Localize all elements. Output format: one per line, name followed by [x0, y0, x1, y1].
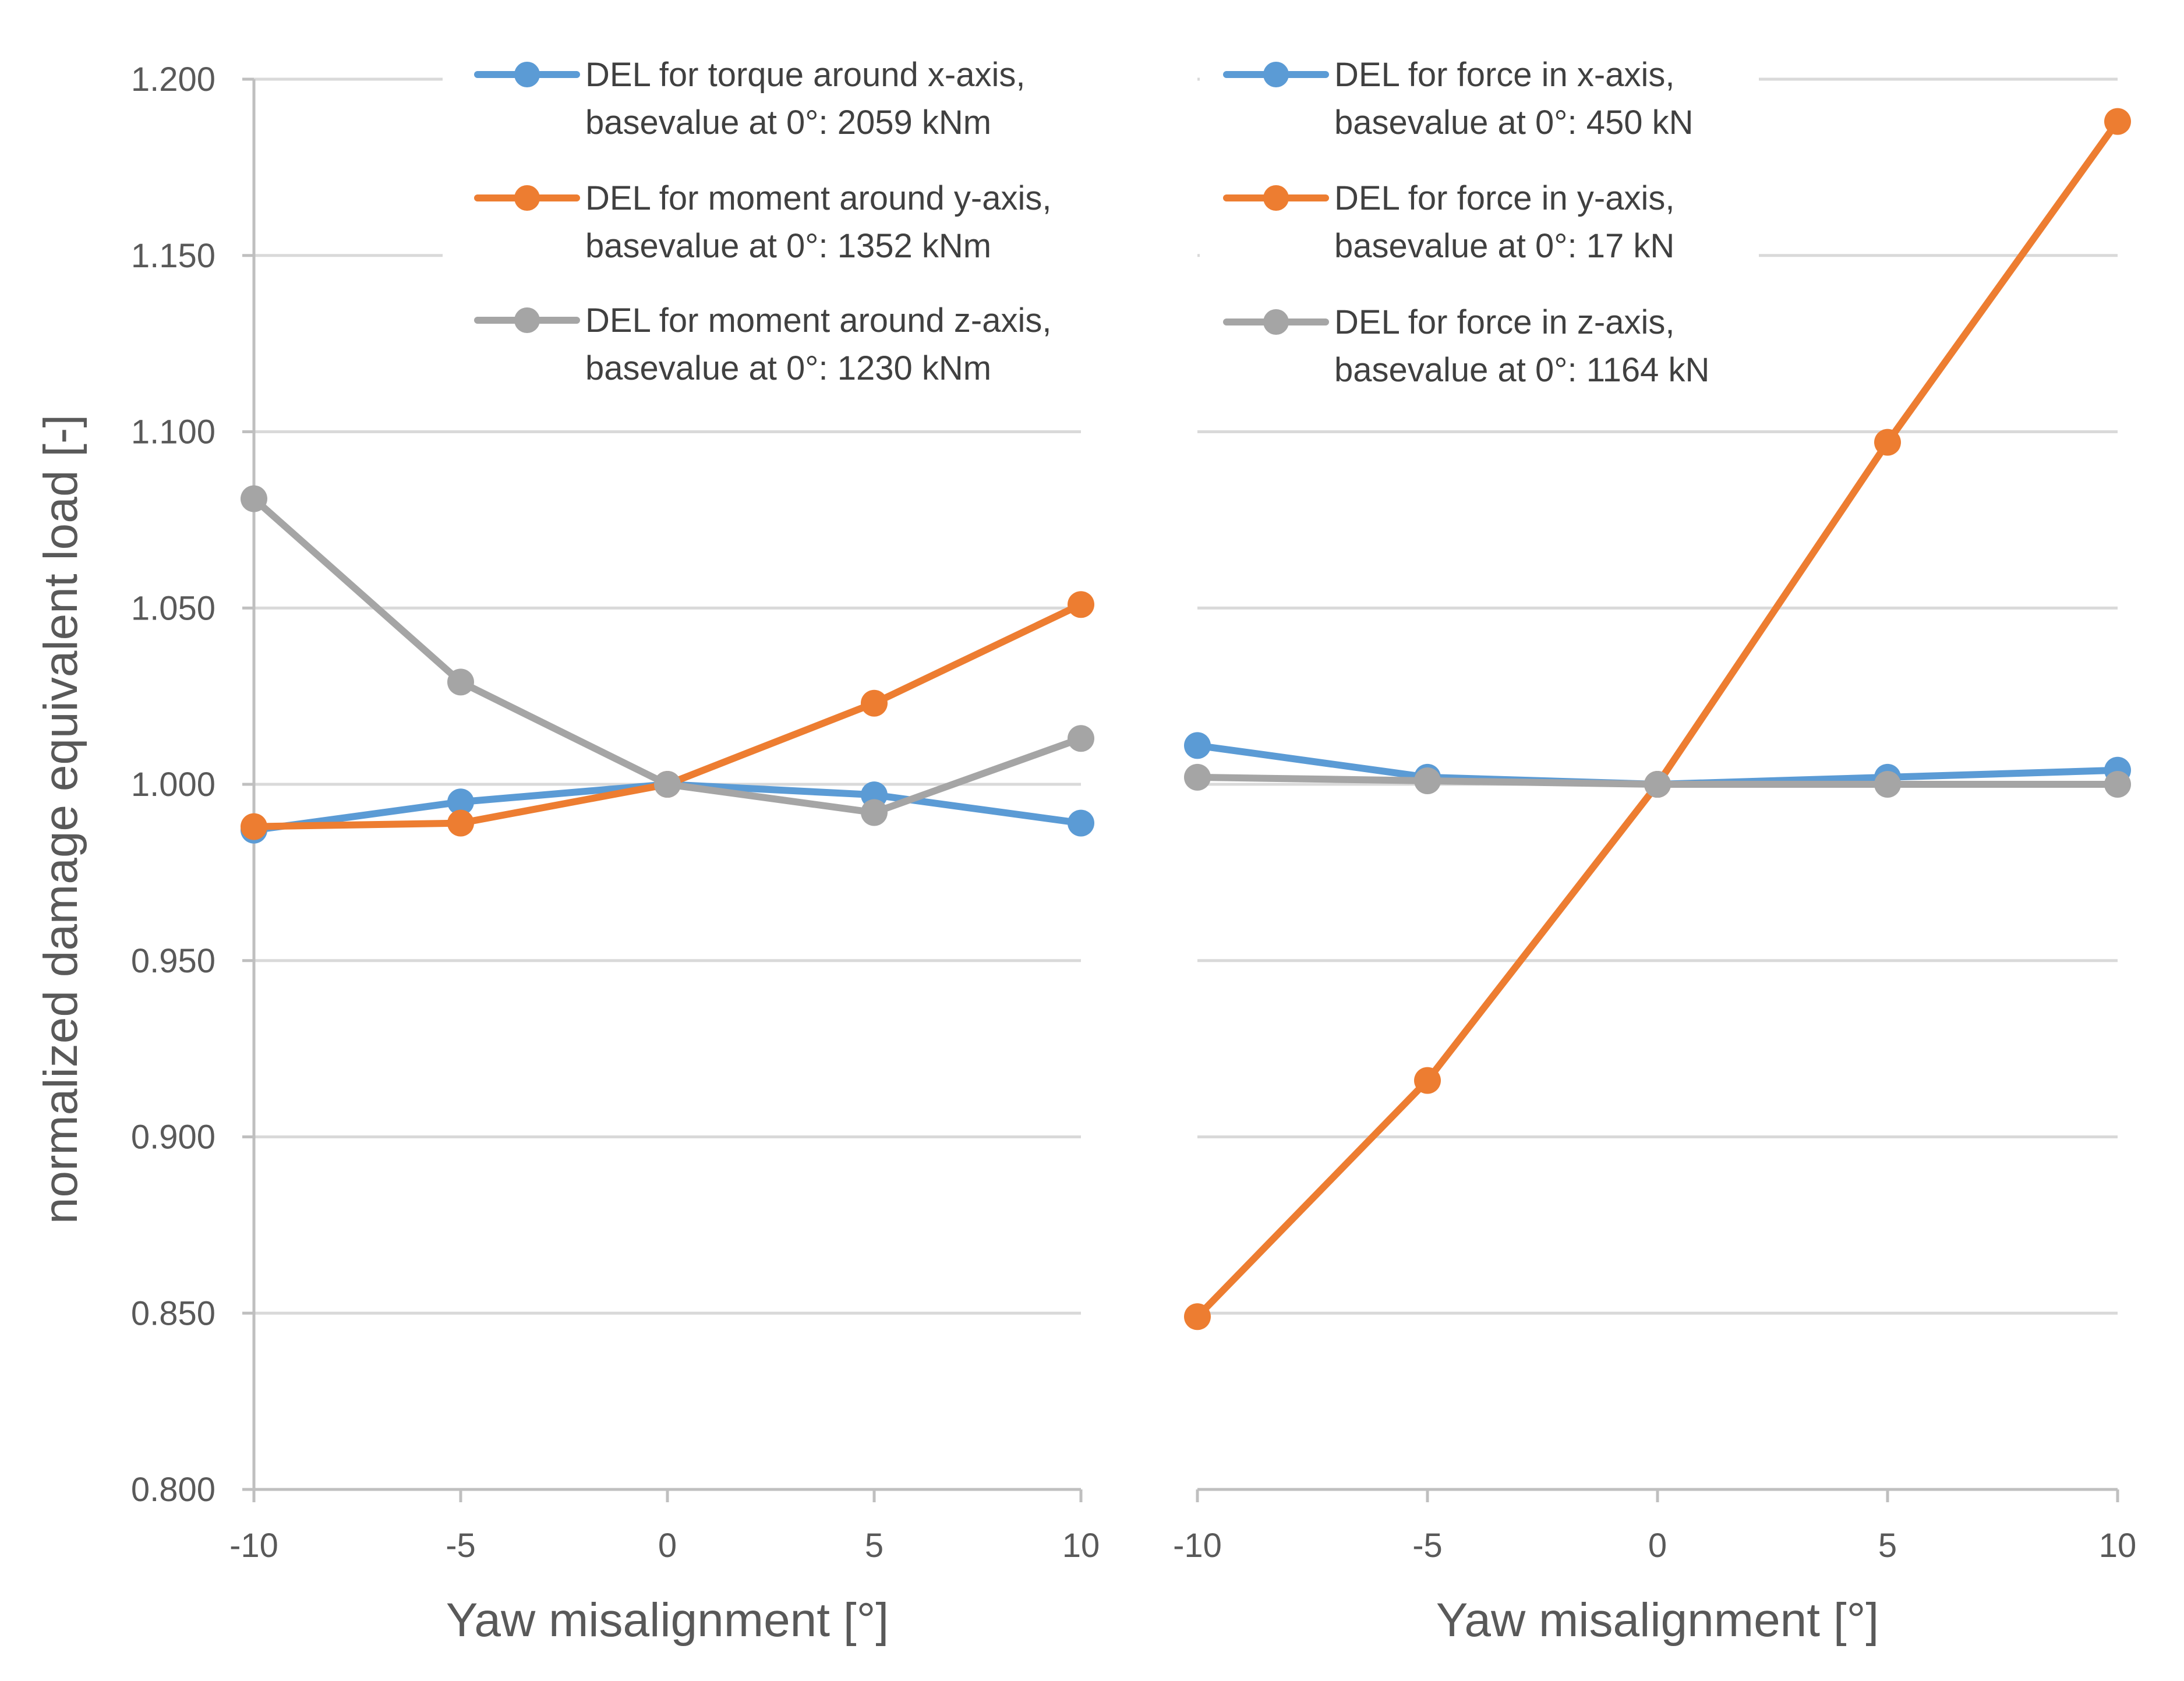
x-tick-label-0: -5 — [446, 1527, 476, 1565]
legend-background-1 — [1200, 70, 1759, 413]
series-layer — [241, 108, 2131, 1330]
x-tick-label-0: 10 — [1062, 1527, 1100, 1565]
x-tick-label-0: 5 — [865, 1527, 884, 1565]
data-point-1-1-0 — [1184, 1303, 1211, 1330]
axis-layer — [242, 77, 2119, 1502]
legend-label-0-2: DEL for moment around z-axis, — [585, 302, 1052, 339]
legend-marker-1-1 — [1263, 185, 1289, 211]
legend-label-1-0: DEL for force in x-axis, — [1334, 56, 1674, 94]
legend-marker-0-1 — [514, 185, 540, 211]
legend-sublabel-1-0: basevalue at 0°: 450 kN — [1334, 104, 1693, 141]
data-point-1-2-2 — [1644, 771, 1671, 798]
data-point-0-1-0 — [241, 813, 267, 840]
y-tick-label: 1.000 — [131, 766, 215, 804]
legend-marker-1-0 — [1263, 62, 1289, 87]
grid-layer — [254, 70, 2118, 1315]
data-point-0-2-4 — [1068, 725, 1094, 752]
x-tick-label-1: -5 — [1412, 1527, 1443, 1565]
legend-sublabel-0-1: basevalue at 0°: 1352 kNm — [585, 227, 991, 265]
y-tick-label: 1.100 — [131, 413, 215, 451]
legend-label-1-2: DEL for force in z-axis, — [1334, 303, 1674, 341]
data-point-1-1-1 — [1414, 1067, 1441, 1094]
legend-label-1-1: DEL for force in y-axis, — [1334, 179, 1674, 217]
x-tick-label-1: 0 — [1648, 1527, 1667, 1565]
legend-marker-1-2 — [1263, 309, 1289, 335]
data-point-1-0-0 — [1184, 732, 1211, 759]
data-point-1-2-4 — [2104, 771, 2131, 798]
data-point-0-0-1 — [447, 788, 474, 816]
data-point-1-2-1 — [1414, 767, 1441, 794]
y-tick-label: 1.200 — [131, 61, 215, 98]
y-tick-label: 1.150 — [131, 237, 215, 275]
data-point-0-0-4 — [1068, 809, 1094, 837]
x-tick-label-0: 0 — [658, 1527, 677, 1565]
legend-sublabel-1-1: basevalue at 0°: 17 kN — [1334, 227, 1674, 265]
data-point-1-2-0 — [1184, 763, 1211, 791]
x-axis-title-1: Yaw misalignment [°] — [1436, 1594, 1879, 1647]
y-tick-label: 0.850 — [131, 1294, 215, 1332]
data-point-0-1-1 — [447, 809, 474, 837]
data-point-0-1-3 — [861, 689, 888, 717]
data-point-0-1-4 — [1068, 591, 1094, 618]
y-tick-label: 0.800 — [131, 1471, 215, 1509]
legend-sublabel-0-0: basevalue at 0°: 2059 kNm — [585, 104, 991, 141]
data-point-1-2-3 — [1874, 771, 1901, 798]
data-point-0-2-1 — [447, 668, 474, 696]
data-point-0-2-0 — [241, 485, 267, 512]
data-point-1-1-3 — [1874, 429, 1901, 456]
label-layer: 0.800 0.850 0.900 0.950 1.000 1.050 1.100 1.150… — [34, 61, 2136, 1647]
y-axis-title: normalized damage equivalent load [-] — [34, 415, 87, 1224]
data-point-0-2-3 — [861, 799, 888, 826]
y-tick-label: 1.050 — [131, 589, 215, 627]
legend-label-0-0: DEL for torque around x-axis, — [585, 56, 1025, 94]
y-tick-label: 0.950 — [131, 942, 215, 980]
data-point-1-1-4 — [2104, 108, 2131, 135]
legend-marker-0-0 — [514, 62, 540, 87]
data-point-0-2-2 — [654, 771, 681, 798]
x-tick-label-1: 5 — [1878, 1527, 1897, 1565]
x-axis-title-0: Yaw misalignment [°] — [446, 1594, 889, 1647]
legend-layer: DEL for torque around x-axis, basevalue a… — [474, 56, 1709, 389]
x-tick-label-1: -10 — [1173, 1527, 1222, 1565]
y-tick-label: 0.900 — [131, 1119, 215, 1156]
legend-label-0-1: DEL for moment around y-axis, — [585, 179, 1052, 217]
x-tick-label-1: 10 — [2099, 1527, 2137, 1565]
x-tick-label-0: -10 — [229, 1527, 278, 1565]
legend-sublabel-0-2: basevalue at 0°: 1230 kNm — [585, 349, 991, 387]
legend-background-0 — [443, 70, 1083, 408]
legend-sublabel-1-2: basevalue at 0°: 1164 kN — [1334, 351, 1709, 389]
legend-marker-0-2 — [514, 307, 540, 333]
